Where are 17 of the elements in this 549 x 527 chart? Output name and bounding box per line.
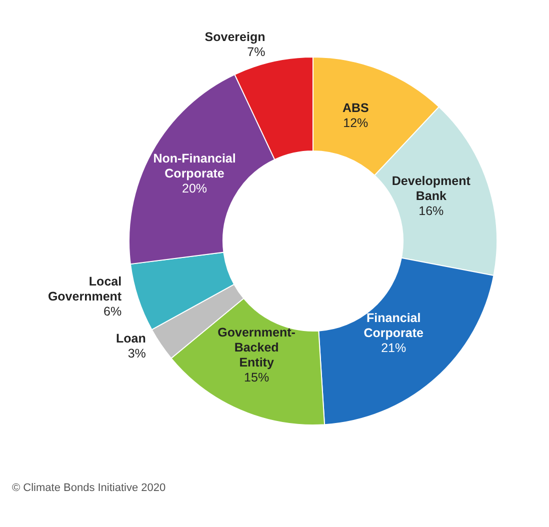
slice-label: Government-Backed Entity — [218, 325, 296, 370]
slice-label: Local Government — [48, 274, 122, 304]
data-label: 16% — [418, 204, 444, 218]
text: © Climate Bonds Initiative 2020 — [12, 482, 166, 494]
slice-label: Loan — [116, 332, 146, 346]
data-label: 6% — [104, 304, 122, 319]
slice-label: Non-Financial Corporate — [153, 152, 236, 181]
slice-label: Financial Corporate — [364, 311, 424, 340]
data-label: 7% — [247, 45, 266, 60]
data-label: 20% — [182, 182, 208, 196]
data-label: 21% — [381, 341, 406, 356]
slice-label: Development Bank — [392, 174, 472, 203]
data-label: 15% — [244, 370, 270, 384]
data-label: 3% — [128, 346, 146, 361]
slice-label: Sovereign — [204, 30, 266, 44]
slice-label: ABS — [342, 101, 369, 116]
data-label: 12% — [343, 116, 368, 130]
